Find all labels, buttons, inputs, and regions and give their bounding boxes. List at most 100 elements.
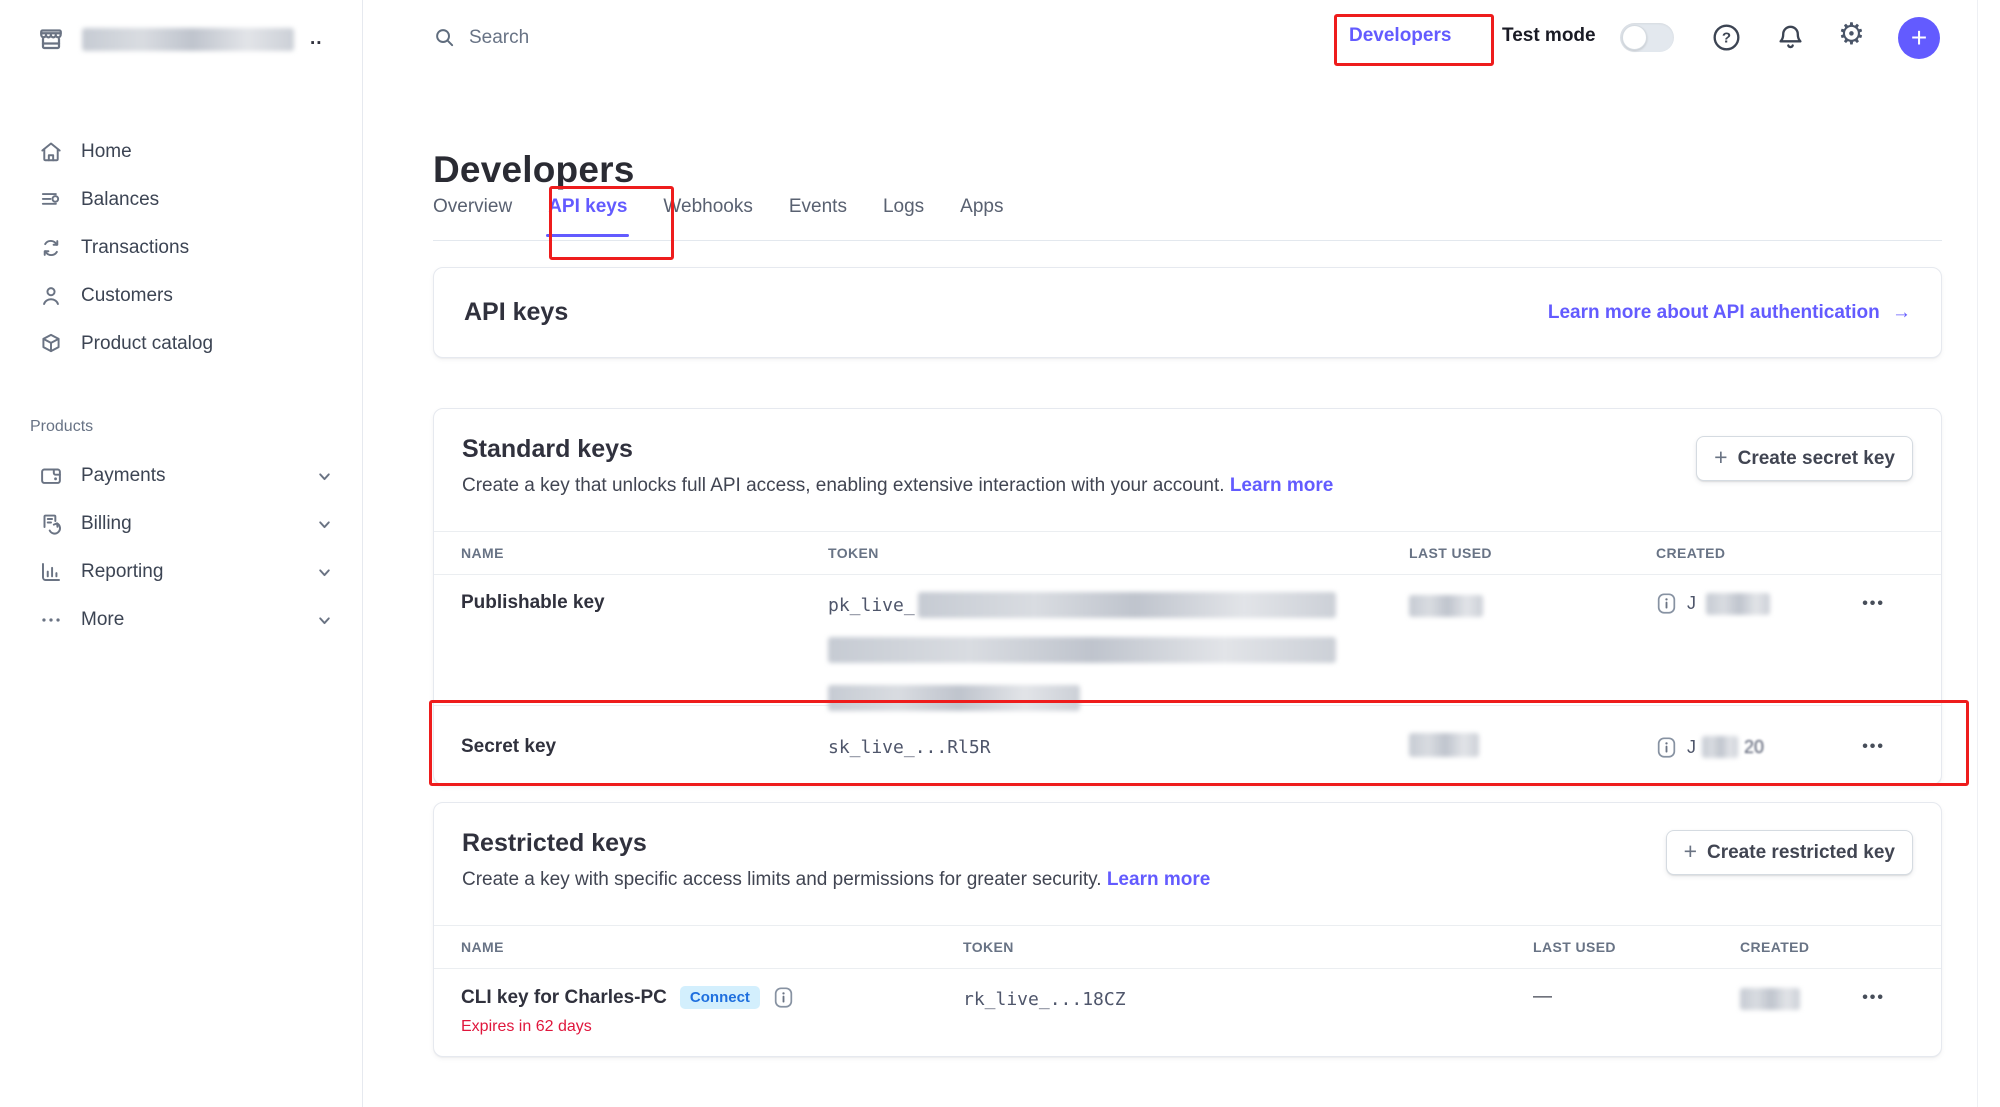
learn-more-link[interactable]: Learn more [1106, 869, 1211, 890]
col-token: TOKEN [963, 939, 1014, 955]
page-title: Developers [433, 148, 635, 190]
sidebar-item-label: Transactions [81, 237, 190, 258]
tab-api-keys[interactable]: API keys [546, 196, 630, 237]
created-prefix: J [1687, 593, 1696, 613]
home-icon [38, 139, 64, 165]
sidebar-item-reporting[interactable]: Reporting [0, 548, 362, 596]
sidebar-item-label: Home [81, 141, 132, 162]
created-suffix: 20 [1744, 736, 1765, 757]
tabs: Overview API keys Webhooks Events Logs A… [433, 196, 1004, 237]
key-last-used: — [1533, 986, 1552, 1007]
connect-badge: Connect [679, 986, 760, 1009]
col-last-used: LAST USED [1533, 939, 1616, 955]
key-name-cell: CLI key for Charles-PC Connect Expires i… [461, 986, 963, 1036]
chevron-down-icon [317, 613, 332, 628]
create-secret-key-button[interactable]: + Create secret key [1696, 436, 1913, 481]
customers-icon [38, 283, 64, 309]
description-text: Create a key that unlocks full API acces… [462, 475, 1225, 496]
gear-icon[interactable]: ⚙ [1838, 18, 1865, 51]
search-icon [433, 26, 456, 49]
col-created: CREATED [1740, 939, 1810, 955]
restricted-keys-card: Restricted keys Create a key with specif… [433, 802, 1942, 1057]
tab-overview[interactable]: Overview [433, 196, 513, 217]
tab-apps[interactable]: Apps [960, 196, 1004, 217]
col-name: NAME [461, 939, 504, 955]
redacted-token [917, 592, 1336, 618]
redacted-account-name [82, 27, 294, 51]
create-plus-button[interactable]: + [1898, 17, 1940, 59]
tab-logs[interactable]: Logs [882, 196, 925, 217]
section-title: Standard keys [462, 435, 633, 463]
standard-keys-header: Standard keys Create a key that unlocks … [434, 409, 1941, 497]
sidebar-nav: Home Balances [0, 128, 362, 368]
learn-more-link[interactable]: Learn more [1229, 475, 1334, 496]
redacted-token [828, 685, 1080, 711]
restricted-keys-header: Restricted keys Create a key with specif… [434, 803, 1941, 891]
sidebar-item-label: Customers [81, 285, 173, 306]
transactions-icon [38, 235, 64, 261]
sidebar-item-billing[interactable]: Billing [0, 500, 362, 548]
row-overflow-menu[interactable]: ••• [1862, 989, 1885, 1006]
description-text: Create a key with specific access limits… [462, 869, 1102, 890]
plus-icon: + [1910, 22, 1928, 53]
panel-title: API keys [464, 298, 569, 326]
sidebar-section-products: Products [30, 418, 94, 435]
key-name: CLI key for Charles-PC [461, 986, 667, 1008]
test-mode-toggle[interactable] [1620, 23, 1674, 52]
table-header-row: NAME TOKEN LAST USED CREATED [434, 531, 1941, 575]
reporting-icon [38, 559, 64, 585]
sidebar-item-home[interactable]: Home [0, 128, 362, 176]
col-created: CREATED [1656, 545, 1726, 561]
table-row: Publishable key pk_live_ [434, 575, 1941, 711]
help-icon[interactable]: ? [1710, 21, 1743, 54]
redacted-created [1706, 592, 1770, 615]
sidebar-item-payments[interactable]: Payments [0, 452, 362, 500]
key-last-used [1409, 592, 1656, 622]
test-mode-label: Test mode [1502, 25, 1596, 46]
info-icon[interactable] [1656, 736, 1677, 759]
key-created: J 20 [1656, 736, 1839, 759]
topbar-developers-link[interactable]: Developers [1349, 25, 1452, 46]
chevron-down-icon [317, 565, 332, 580]
created-prefix: J [1687, 736, 1696, 757]
col-last-used: LAST USED [1409, 545, 1492, 561]
sidebar-item-balances[interactable]: Balances [0, 176, 362, 224]
restricted-keys-table: NAME TOKEN LAST USED CREATED CLI key for… [434, 925, 1941, 1060]
redacted-created [1702, 736, 1738, 758]
tabs-divider [433, 240, 1942, 241]
sidebar-item-label: More [81, 609, 125, 630]
plus-icon: + [1683, 838, 1697, 864]
bell-icon[interactable] [1774, 21, 1807, 54]
row-overflow-menu[interactable]: ••• [1862, 595, 1885, 612]
sidebar: .. Home [0, 0, 363, 1107]
key-name: Publishable key [461, 592, 605, 613]
section-description: Create a key that unlocks full API acces… [462, 475, 1913, 497]
account-switcher[interactable]: .. [36, 24, 323, 54]
row-overflow-menu[interactable]: ••• [1862, 738, 1885, 755]
key-last-used [1409, 732, 1656, 762]
expires-warning: Expires in 62 days [461, 1018, 592, 1035]
tab-webhooks[interactable]: Webhooks [663, 196, 753, 217]
sidebar-item-label: Payments [81, 465, 166, 486]
token-prefix: pk_live_ [828, 594, 915, 616]
info-icon[interactable] [773, 986, 794, 1009]
sidebar-item-transactions[interactable]: Transactions [0, 224, 362, 272]
tab-events[interactable]: Events [788, 196, 847, 217]
key-created: J [1656, 592, 1839, 615]
sidebar-item-product-catalog[interactable]: Product catalog [0, 320, 362, 368]
info-icon[interactable] [1656, 592, 1677, 615]
balances-icon [38, 187, 64, 213]
create-restricted-key-button[interactable]: + Create restricted key [1665, 830, 1913, 875]
learn-api-authentication-link[interactable]: Learn more about API authentication → [1548, 302, 1911, 324]
search-placeholder: Search [469, 26, 530, 48]
col-token: TOKEN [828, 545, 879, 561]
search-input[interactable]: Search [433, 26, 853, 49]
sidebar-item-customers[interactable]: Customers [0, 272, 362, 320]
col-name: NAME [461, 545, 504, 561]
sidebar-item-label: Billing [81, 513, 132, 534]
sidebar-item-more[interactable]: More [0, 596, 362, 644]
arrow-right-icon: → [1892, 301, 1911, 323]
account-name-suffix: .. [310, 28, 323, 49]
table-header-row: NAME TOKEN LAST USED CREATED [434, 925, 1941, 969]
